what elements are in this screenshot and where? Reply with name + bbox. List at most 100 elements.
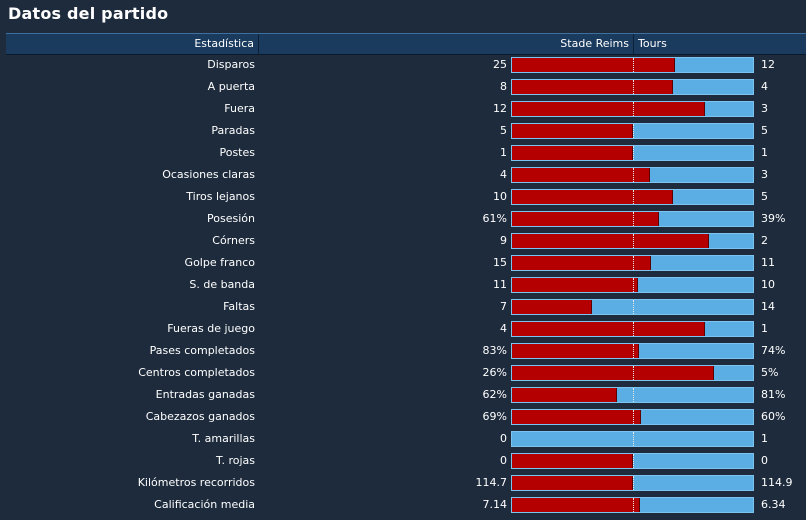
stat-label: Centros completados <box>138 366 255 379</box>
stat-label: Golpe franco <box>184 256 255 269</box>
stat-label: T. amarillas <box>192 432 255 445</box>
comparison-bar <box>511 453 754 469</box>
table-row: Posesión 61% 39% <box>0 208 806 230</box>
comparison-bar <box>511 343 754 359</box>
away-share-bar <box>673 80 753 94</box>
comparison-bar <box>511 211 754 227</box>
table-row: Pases completados 83% 74% <box>0 340 806 362</box>
center-marker <box>633 168 634 182</box>
away-value: 1 <box>761 322 768 335</box>
page-title: Datos del partido <box>8 4 169 23</box>
home-value: 4 <box>500 168 507 181</box>
center-marker <box>633 146 634 160</box>
column-header-away-team[interactable]: Tours <box>633 34 806 54</box>
center-marker <box>633 190 634 204</box>
away-share-bar <box>705 102 753 116</box>
away-value: 5 <box>761 190 768 203</box>
home-share-bar <box>512 344 639 358</box>
home-share-bar <box>512 300 592 314</box>
table-row: Postes 1 1 <box>0 142 806 164</box>
home-value: 0 <box>500 432 507 445</box>
away-share-bar <box>673 190 753 204</box>
away-share-bar <box>633 146 753 160</box>
comparison-bar <box>511 167 754 183</box>
comparison-bar <box>511 409 754 425</box>
stat-label: Entradas ganadas <box>155 388 255 401</box>
comparison-bar <box>511 365 754 381</box>
center-marker <box>633 322 634 336</box>
away-share-bar <box>633 124 753 138</box>
stat-label: Córners <box>212 234 255 247</box>
home-value: 114.7 <box>475 476 508 489</box>
away-share-bar <box>633 454 753 468</box>
table-row: T. amarillas 0 1 <box>0 428 806 450</box>
stats-table: Disparos 25 12 A puerta 8 4 Fuera 12 3 Paradas 5 5 P… <box>0 54 806 516</box>
away-value: 10 <box>761 278 775 291</box>
stat-label: Tiros lejanos <box>186 190 255 203</box>
comparison-bar <box>511 497 754 513</box>
home-share-bar <box>512 190 673 204</box>
away-share-bar <box>512 432 753 446</box>
home-share-bar <box>512 168 650 182</box>
comparison-bar <box>511 277 754 293</box>
home-value: 69% <box>482 410 507 423</box>
away-value: 1 <box>761 432 768 445</box>
away-share-bar <box>640 498 753 512</box>
comparison-bar <box>511 255 754 271</box>
home-value: 61% <box>482 212 507 225</box>
home-value: 7 <box>500 300 507 313</box>
center-marker <box>633 102 634 116</box>
comparison-bar <box>511 475 754 491</box>
table-row: A puerta 8 4 <box>0 76 806 98</box>
center-marker <box>633 80 634 94</box>
stats-table-header: Estadística Stade Reims Tours <box>6 33 806 55</box>
stat-label: Paradas <box>211 124 255 137</box>
column-header-stat[interactable]: Estadística <box>194 37 254 50</box>
away-value: 5 <box>761 124 768 137</box>
center-marker <box>633 476 634 490</box>
away-share-bar <box>709 234 753 248</box>
center-marker <box>633 366 634 380</box>
home-share-bar <box>512 80 673 94</box>
comparison-bar <box>511 233 754 249</box>
away-share-bar <box>617 388 753 402</box>
stat-label: Pases completados <box>149 344 255 357</box>
column-header-home-team[interactable]: Stade Reims <box>258 34 633 54</box>
comparison-bar <box>511 123 754 139</box>
away-share-bar <box>641 410 753 424</box>
home-share-bar <box>512 388 617 402</box>
table-row: Faltas 7 14 <box>0 296 806 318</box>
center-marker <box>633 454 634 468</box>
away-value: 39% <box>761 212 786 225</box>
stat-label: Fuera <box>224 102 255 115</box>
home-value: 25 <box>493 58 507 71</box>
home-value: 4 <box>500 322 507 335</box>
away-value: 60% <box>761 410 786 423</box>
away-share-bar <box>714 366 753 380</box>
away-share-bar <box>651 256 753 270</box>
away-value: 0 <box>761 454 768 467</box>
home-value: 62% <box>482 388 507 401</box>
table-row: Calificación media 7.14 6.34 <box>0 494 806 516</box>
away-value: 12 <box>761 58 775 71</box>
stat-label: Postes <box>219 146 255 159</box>
table-row: Córners 9 2 <box>0 230 806 252</box>
away-value: 2 <box>761 234 768 247</box>
home-share-bar <box>512 322 705 336</box>
comparison-bar <box>511 299 754 315</box>
home-share-bar <box>512 212 659 226</box>
away-value: 1 <box>761 146 768 159</box>
home-share-bar <box>512 278 638 292</box>
comparison-bar <box>511 101 754 117</box>
center-marker <box>633 432 634 446</box>
table-row: Ocasiones claras 4 3 <box>0 164 806 186</box>
away-share-bar <box>650 168 753 182</box>
home-value: 83% <box>482 344 507 357</box>
home-value: 5 <box>500 124 507 137</box>
home-value: 11 <box>493 278 507 291</box>
stat-label: Faltas <box>223 300 255 313</box>
table-row: Paradas 5 5 <box>0 120 806 142</box>
away-share-bar <box>592 300 753 314</box>
comparison-bar <box>511 57 754 73</box>
home-share-bar <box>512 256 651 270</box>
